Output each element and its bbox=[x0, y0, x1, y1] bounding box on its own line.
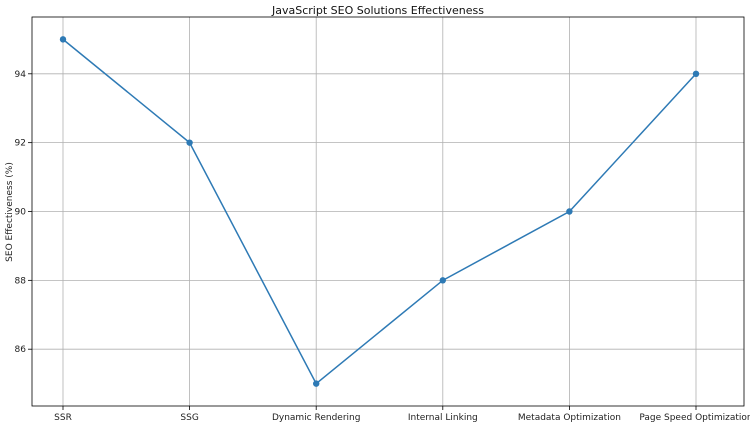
y-tick-label: 90 bbox=[15, 208, 27, 218]
y-tick-label: 86 bbox=[15, 345, 27, 355]
y-tick-label: 94 bbox=[15, 70, 27, 80]
grid-lines bbox=[32, 17, 744, 406]
data-point bbox=[59, 36, 67, 43]
y-tick-label: 92 bbox=[15, 139, 26, 149]
x-tick-label: SSR bbox=[54, 413, 72, 422]
axis-ticks: SSR SSG Dynamic Rendering Internal Linking M… bbox=[15, 70, 750, 422]
y-tick-label: 88 bbox=[15, 276, 27, 286]
data-point bbox=[566, 208, 573, 215]
series-line bbox=[62, 38, 697, 385]
x-tick-label: Metadata Optimization bbox=[518, 413, 621, 422]
x-tick-label: Dynamic Rendering bbox=[272, 413, 361, 422]
data-point bbox=[313, 380, 320, 387]
x-tick-label: Page Speed Optimization bbox=[639, 413, 750, 422]
x-tick-label: SSG bbox=[180, 413, 198, 422]
x-tick-label: Internal Linking bbox=[408, 413, 478, 422]
data-point bbox=[439, 277, 446, 284]
y-axis-label: SEO Effectiveness (%) bbox=[5, 162, 15, 262]
data-point bbox=[186, 139, 193, 146]
data-point bbox=[692, 70, 700, 78]
chart-title: JavaScript SEO Solutions Effectiveness bbox=[271, 4, 484, 17]
series-layer bbox=[59, 36, 700, 387]
